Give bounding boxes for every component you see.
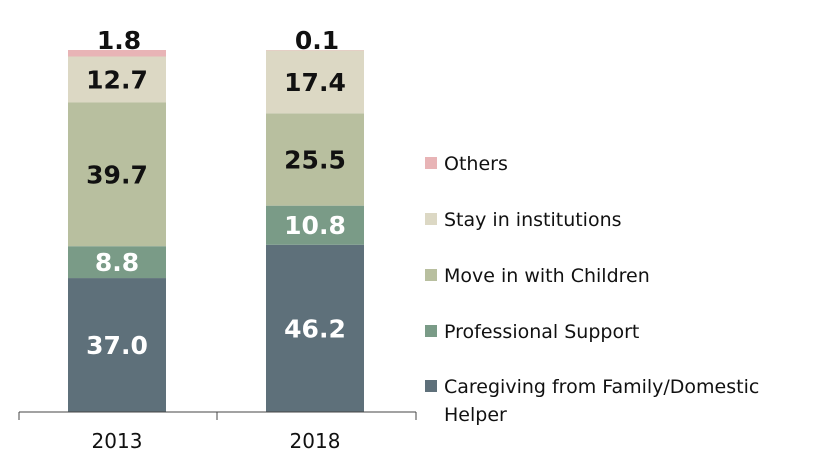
legend-swatch-professional-support	[425, 325, 437, 337]
bar-segment-move-in-with-children-2018	[266, 113, 364, 206]
bar-segment-stay-in-institutions-2013	[68, 56, 166, 103]
data-label-others-2018: 0.1	[295, 26, 339, 55]
bars-layer	[68, 50, 364, 412]
legend-swatch-others	[425, 157, 437, 169]
legend-label-others: Others	[444, 153, 508, 175]
bar-segment-professional-support-2018	[266, 205, 364, 245]
data-label-caregiving-from-family-domestic-helper-2013: 37.0	[86, 331, 148, 360]
data-label-move-in-with-children-2018: 25.5	[284, 146, 346, 175]
legend: Others Stay in institutions Move in with C…	[425, 153, 759, 426]
legend-label-professional-support: Professional Support	[444, 321, 639, 343]
data-label-stay-in-institutions-2013: 12.7	[86, 66, 148, 95]
x-tick-label-2013: 2013	[92, 429, 143, 453]
x-tick-label-2018: 2018	[290, 429, 341, 453]
legend-swatch-stay-in-institutions	[425, 213, 437, 225]
x-axis: 2013 2018	[18, 411, 417, 453]
legend-label-caregiving-from-family-domestic-helper: Caregiving from Family/Domestic Helper	[444, 376, 759, 426]
data-label-professional-support-2018: 10.8	[284, 211, 346, 240]
data-label-professional-support-2013: 8.8	[95, 248, 139, 277]
data-labels-layer: 37.0 8.8 39.7 12.7 1.8 46.2 10.8 25.5 17.4 0.1	[86, 26, 346, 360]
legend-swatch-move-in-with-children	[425, 269, 437, 281]
bar-segment-others-2013	[68, 50, 166, 57]
data-label-stay-in-institutions-2018: 17.4	[284, 68, 346, 97]
data-label-others-2013: 1.8	[97, 26, 141, 55]
bar-segment-stay-in-institutions-2018	[266, 50, 364, 114]
data-label-move-in-with-children-2013: 39.7	[86, 160, 148, 189]
bar-segment-move-in-with-children-2013	[68, 102, 166, 247]
data-label-caregiving-from-family-domestic-helper-2018: 46.2	[284, 314, 346, 343]
bar-segment-professional-support-2013	[68, 246, 166, 279]
legend-swatch-caregiving-from-family-domestic-helper	[425, 380, 437, 392]
legend-label-stay-in-institutions: Stay in institutions	[444, 209, 622, 231]
legend-label-move-in-with-children: Move in with Children	[444, 265, 650, 287]
bar-segment-caregiving-from-family-domestic-helper-2013	[68, 278, 166, 412]
bar-segment-caregiving-from-family-domestic-helper-2018	[266, 244, 364, 412]
